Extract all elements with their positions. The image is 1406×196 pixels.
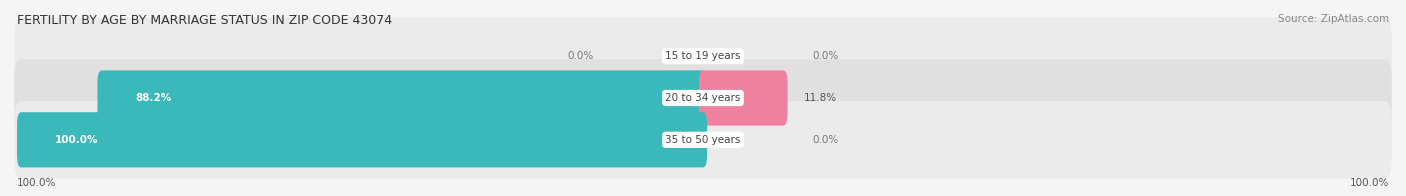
Text: 35 to 50 years: 35 to 50 years [665, 135, 741, 145]
Text: 100.0%: 100.0% [1350, 178, 1389, 188]
FancyBboxPatch shape [97, 70, 707, 126]
FancyBboxPatch shape [14, 59, 1392, 137]
FancyBboxPatch shape [17, 112, 707, 167]
Text: 0.0%: 0.0% [813, 51, 838, 61]
FancyBboxPatch shape [699, 70, 787, 126]
Text: 15 to 19 years: 15 to 19 years [665, 51, 741, 61]
Text: FERTILITY BY AGE BY MARRIAGE STATUS IN ZIP CODE 43074: FERTILITY BY AGE BY MARRIAGE STATUS IN Z… [17, 14, 392, 27]
Text: Source: ZipAtlas.com: Source: ZipAtlas.com [1278, 14, 1389, 24]
Text: 11.8%: 11.8% [804, 93, 837, 103]
FancyBboxPatch shape [14, 101, 1392, 179]
Text: 20 to 34 years: 20 to 34 years [665, 93, 741, 103]
Text: 0.0%: 0.0% [813, 135, 838, 145]
Text: 88.2%: 88.2% [135, 93, 172, 103]
FancyBboxPatch shape [14, 17, 1392, 95]
Text: 100.0%: 100.0% [17, 178, 56, 188]
Text: 0.0%: 0.0% [568, 51, 593, 61]
Text: 100.0%: 100.0% [55, 135, 98, 145]
